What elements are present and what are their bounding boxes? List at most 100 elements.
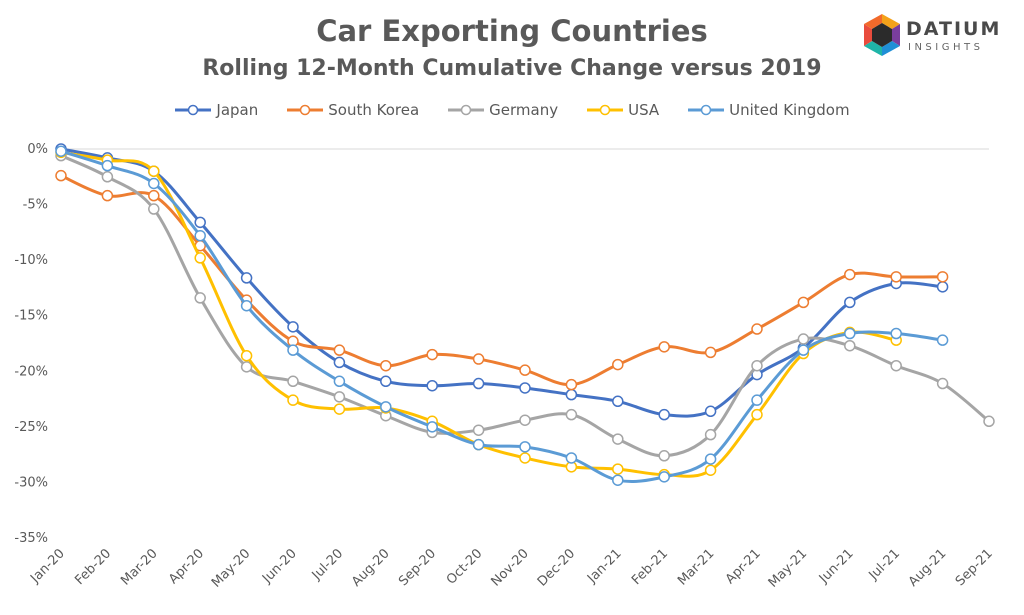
x-tick-label: Sep-20 xyxy=(396,546,439,589)
data-point-south-korea xyxy=(844,268,856,281)
y-tick-label: -20% xyxy=(14,364,48,379)
chart-subtitle: Rolling 12-Month Cumulative Change versu… xyxy=(202,56,822,81)
x-tick-label: Jul-21 xyxy=(866,546,903,583)
legend-swatch-south-korea xyxy=(287,104,324,116)
x-tick-label: Oct-20 xyxy=(444,546,486,588)
data-point-south-korea xyxy=(55,169,67,182)
data-point-united-kingdom xyxy=(101,159,114,172)
legend-label: USA xyxy=(628,101,660,119)
datium-logo: DATIUM INSIGHTS xyxy=(862,12,1022,68)
data-point-south-korea xyxy=(380,359,392,372)
data-point-germany xyxy=(983,415,995,428)
data-point-japan xyxy=(519,382,531,394)
chart-legend: Japan South Korea Germany USA United Kingdom xyxy=(0,101,1024,119)
x-tick-label: Jan-21 xyxy=(584,546,625,587)
data-point-germany xyxy=(565,408,578,421)
data-point-germany xyxy=(101,171,114,183)
x-tick-label: Jun-20 xyxy=(259,546,300,587)
legend-label: South Korea xyxy=(328,101,420,119)
data-point-south-korea xyxy=(565,378,578,391)
x-tick-label: May-20 xyxy=(209,546,253,590)
data-point-south-korea xyxy=(797,296,810,309)
y-tick-label: -15% xyxy=(14,309,48,324)
x-tick-label: Mar-20 xyxy=(118,546,160,588)
data-point-japan xyxy=(426,379,438,392)
data-point-united-kingdom xyxy=(55,145,67,157)
data-point-united-kingdom xyxy=(194,229,206,242)
data-point-south-korea xyxy=(101,189,114,202)
data-point-usa xyxy=(612,463,624,475)
x-tick-label: Aug-20 xyxy=(349,546,393,590)
data-point-germany xyxy=(658,450,670,462)
data-point-germany xyxy=(472,424,485,436)
legend-swatch-japan xyxy=(175,104,212,116)
legend-item-japan: Japan xyxy=(174,101,258,119)
x-tick-label: Feb-21 xyxy=(629,546,671,588)
data-point-japan xyxy=(704,405,717,418)
data-point-usa xyxy=(287,394,299,406)
data-point-japan xyxy=(844,296,856,309)
data-point-united-kingdom xyxy=(426,421,438,433)
data-point-south-korea xyxy=(890,271,902,283)
legend-item-germany: Germany xyxy=(447,101,558,119)
data-point-united-kingdom xyxy=(380,401,392,413)
y-tick-label: -10% xyxy=(14,253,48,268)
data-point-germany xyxy=(148,203,160,215)
x-tick-label: Jan-20 xyxy=(27,546,68,587)
x-tick-label: Apr-20 xyxy=(166,546,207,587)
y-tick-label: 0% xyxy=(27,142,48,157)
legend-item-south-korea: South Korea xyxy=(286,101,419,119)
data-point-usa xyxy=(519,452,531,464)
data-point-south-korea xyxy=(333,344,346,356)
data-point-south-korea xyxy=(936,271,949,283)
logo-tagline: INSIGHTS xyxy=(908,42,984,53)
data-point-south-korea xyxy=(658,341,670,353)
x-tick-label: Nov-20 xyxy=(489,546,532,589)
datium-logo-icon xyxy=(864,14,900,56)
series-line-united-kingdom xyxy=(59,149,945,484)
data-point-united-kingdom xyxy=(612,474,624,486)
data-point-germany xyxy=(519,414,531,426)
data-point-japan xyxy=(287,321,299,333)
data-point-germany xyxy=(844,339,856,352)
data-point-south-korea xyxy=(612,358,624,371)
data-point-south-korea xyxy=(472,353,485,365)
data-point-japan xyxy=(658,408,670,421)
x-tick-label: Mar-21 xyxy=(675,546,717,588)
legend-label: United Kingdom xyxy=(729,101,850,119)
data-point-usa xyxy=(751,408,763,421)
data-point-united-kingdom xyxy=(519,441,531,453)
x-tick-label: Apr-21 xyxy=(723,546,764,587)
data-point-japan xyxy=(333,356,346,369)
y-tick-label: -30% xyxy=(14,475,48,490)
data-point-germany xyxy=(751,359,763,372)
data-point-united-kingdom xyxy=(333,375,346,388)
data-point-japan xyxy=(472,377,485,390)
data-point-united-kingdom xyxy=(844,327,856,340)
y-tick-label: -35% xyxy=(14,531,48,546)
data-point-united-kingdom xyxy=(890,327,902,340)
legend-label: Japan xyxy=(216,101,259,119)
data-point-south-korea xyxy=(148,189,160,202)
data-point-united-kingdom xyxy=(287,344,299,356)
data-point-germany xyxy=(240,361,253,373)
data-point-germany xyxy=(704,428,717,441)
y-tick-label: -5% xyxy=(23,198,48,213)
legend-swatch-united-kingdom xyxy=(688,104,725,116)
data-point-usa xyxy=(148,165,160,177)
data-point-united-kingdom xyxy=(751,394,763,406)
logo-name: DATIUM xyxy=(906,18,1002,40)
data-point-united-kingdom xyxy=(704,453,717,465)
x-tick-label: Jun-21 xyxy=(816,546,857,587)
legend-swatch-usa xyxy=(587,104,624,116)
legend-item-usa: USA xyxy=(586,101,659,119)
data-point-united-kingdom xyxy=(658,471,670,483)
data-point-united-kingdom xyxy=(936,334,949,346)
legend-label: Germany xyxy=(489,101,559,119)
data-point-united-kingdom xyxy=(240,299,253,312)
data-point-germany xyxy=(890,359,902,372)
legend-item-united-kingdom: United Kingdom xyxy=(687,101,850,119)
data-point-japan xyxy=(194,216,206,229)
data-point-usa xyxy=(704,464,717,476)
